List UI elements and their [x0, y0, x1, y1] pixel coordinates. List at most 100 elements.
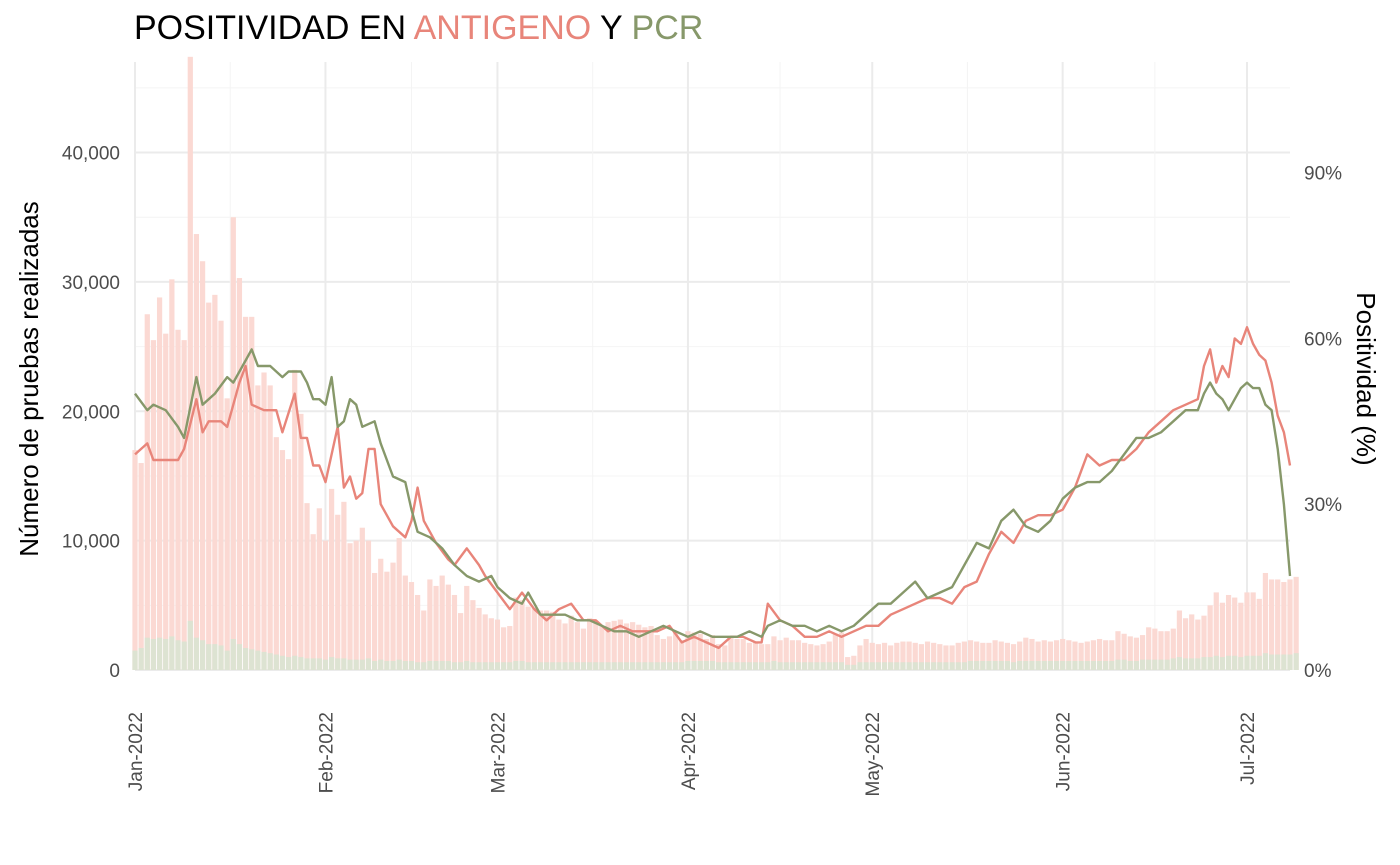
ticks-layer: 0 10,000 20,000 30,000 40,000 0% 30% 60% 90% Jan-…	[62, 144, 1342, 797]
antigeno-bar	[777, 640, 783, 670]
antigeno-bar	[826, 641, 832, 670]
antigeno-bar	[789, 640, 795, 670]
pcr-bar	[1035, 660, 1041, 670]
y-tick-label: 10,000	[62, 532, 120, 553]
pcr-bar	[660, 662, 666, 670]
pcr-bar	[1146, 659, 1152, 670]
antigeno-bar	[740, 638, 746, 670]
pcr-bar	[562, 662, 568, 670]
pcr-bar	[439, 660, 445, 670]
pcr-bar	[820, 662, 826, 670]
pcr-bar	[1219, 657, 1226, 670]
pcr-bar	[1004, 660, 1011, 670]
antigeno-bar	[881, 642, 888, 670]
pcr-bar	[838, 662, 845, 670]
antigeno-bar	[808, 644, 814, 670]
antigeno-bar	[587, 618, 593, 670]
pcr-bar	[1133, 660, 1140, 670]
antigeno-bar	[1127, 636, 1133, 670]
pcr-bar	[1225, 655, 1232, 670]
antigeno-bar	[476, 607, 482, 670]
pcr-bar	[1176, 657, 1183, 670]
antigeno-bar	[838, 632, 845, 670]
antigeno-bar	[759, 644, 765, 670]
pcr-bar	[722, 662, 728, 670]
antigeno-bar	[371, 572, 378, 670]
antigeno-bar	[390, 562, 396, 670]
antigeno-bar	[642, 627, 648, 670]
antigeno-bar	[1213, 592, 1219, 670]
pcr-bar	[826, 662, 832, 670]
pcr-bar	[279, 655, 286, 670]
bars-layer	[132, 56, 1299, 670]
antigeno-bar	[144, 314, 150, 670]
pcr-bar	[1109, 660, 1115, 670]
pcr-bar	[132, 650, 138, 670]
pcr-bar	[255, 650, 261, 670]
pcr-bar	[716, 662, 722, 670]
pcr-bar	[937, 662, 943, 670]
pcr-bar	[906, 662, 912, 670]
grid-layer	[134, 62, 1290, 671]
y2-tick-label: 0%	[1304, 661, 1332, 682]
pcr-bar	[414, 662, 421, 670]
y2-tick-label: 90%	[1304, 164, 1342, 185]
pcr-bar	[1201, 657, 1207, 670]
antigeno-bar	[298, 413, 304, 670]
antigeno-bar	[1250, 592, 1256, 670]
pcr-bar	[980, 660, 986, 670]
pcr-bar	[1238, 657, 1244, 670]
antigeno-bar	[1207, 605, 1213, 670]
antigeno-bar	[765, 644, 771, 670]
antigeno-bar	[206, 302, 212, 670]
pcr-bar	[390, 660, 396, 670]
antigeno-bar	[458, 613, 464, 670]
pcr-bar	[1152, 659, 1158, 670]
x-tick-label: Jul-2022	[1238, 712, 1259, 785]
pcr-bar	[998, 660, 1004, 670]
pcr-bar	[556, 662, 562, 670]
pcr-bar	[175, 640, 181, 670]
pcr-bar	[347, 659, 353, 670]
antigeno-bar	[1084, 641, 1090, 670]
pcr-bar	[236, 644, 243, 670]
antigeno-bar	[199, 261, 206, 670]
pcr-bar	[249, 649, 255, 670]
antigeno-bar	[906, 641, 912, 670]
pcr-bar	[759, 662, 765, 670]
pcr-bar	[918, 662, 924, 670]
title-antigeno: ANTIGENO	[413, 9, 592, 47]
pcr-bar	[734, 662, 740, 670]
pcr-bar	[574, 662, 580, 670]
pcr-bar	[654, 662, 660, 670]
pcr-bar	[623, 662, 630, 670]
antigeno-bar	[992, 640, 998, 670]
pcr-bar	[242, 648, 249, 670]
antigeno-bar	[544, 610, 550, 670]
antigeno-bar	[924, 641, 931, 670]
antigeno-bar	[1060, 638, 1066, 670]
antigeno-bar	[728, 636, 734, 670]
pcr-bar	[863, 662, 869, 670]
y-axis-title: Número de pruebas realizadas	[14, 201, 44, 557]
pcr-bar	[599, 662, 605, 670]
antigeno-bar	[1219, 602, 1226, 670]
antigeno-bar	[525, 606, 531, 670]
antigeno-bar	[660, 638, 666, 670]
pcr-bar	[1121, 659, 1127, 670]
pcr-bar	[931, 662, 937, 670]
antigeno-bar	[611, 620, 617, 670]
y-tick-label: 0	[109, 661, 120, 682]
pcr-bar	[1127, 660, 1133, 670]
antigeno-bar	[433, 585, 439, 670]
antigeno-bar	[986, 642, 992, 670]
antigeno-bar	[421, 610, 427, 670]
pcr-bar	[261, 651, 267, 670]
antigeno-bar	[820, 644, 826, 670]
antigeno-bar	[396, 538, 402, 670]
antigeno-bar	[568, 615, 574, 670]
antigeno-bar	[482, 614, 488, 670]
pcr-bar	[1066, 660, 1072, 670]
pcr-bar	[1164, 659, 1170, 670]
pcr-bar	[1182, 658, 1189, 670]
